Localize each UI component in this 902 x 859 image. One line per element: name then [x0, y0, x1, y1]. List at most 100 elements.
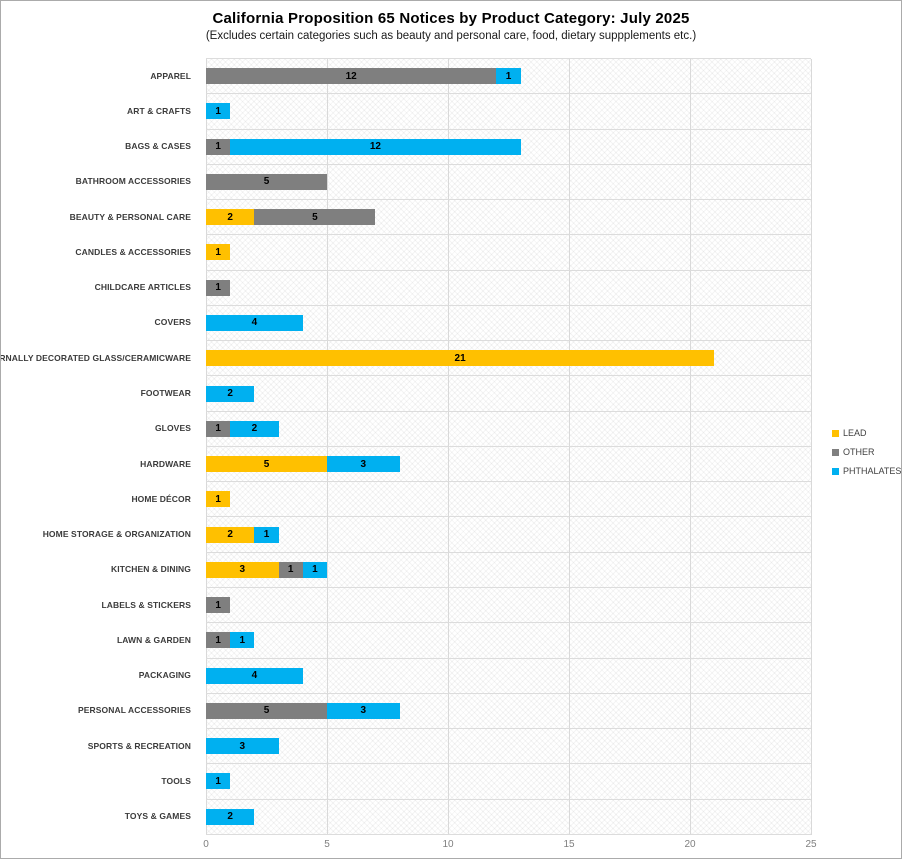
gridline-x-20 — [689, 59, 691, 835]
legend-item-phthalates: PHTHALATES — [832, 466, 901, 476]
bar-segment-other: 5 — [206, 173, 327, 190]
category-axis: APPAREL ART & CRAFTS BAGS & CASES BATHROOM … — [1, 58, 199, 834]
category-label: KITCHEN & DINING — [111, 564, 191, 575]
bar-segment-other: 12 — [206, 68, 497, 85]
legend: LEAD OTHER PHTHALATES — [832, 428, 901, 476]
category-label: CANDLES & ACCESSORIES — [75, 246, 191, 257]
category-label: BATHROOM ACCESSORIES — [75, 176, 191, 187]
chart-row: 1 12 — [206, 130, 811, 165]
category-label: LABELS & STICKERS — [101, 599, 191, 610]
bar-segment-phthalates: 4 — [206, 667, 303, 684]
bar-segment-lead: 2 — [206, 209, 255, 226]
stacked-bar: 1 — [206, 597, 811, 614]
bar-segment-lead: 21 — [206, 350, 715, 367]
gridline-x-0 — [205, 59, 207, 835]
chart-subtitle: (Excludes certain categories such as bea… — [205, 30, 697, 42]
x-tick-label: 0 — [203, 839, 209, 850]
chart-title: California Proposition 65 Notices by Pro… — [212, 10, 690, 27]
gridline-x-5 — [326, 59, 328, 835]
x-tick-label: 20 — [684, 839, 696, 850]
bar-segment-phthalates: 12 — [230, 138, 521, 155]
bar-segment-lead: 3 — [206, 561, 279, 578]
stacked-bar: 1 — [206, 773, 811, 790]
bar-segment-lead: 1 — [206, 244, 231, 261]
legend-swatch-icon — [832, 467, 839, 475]
stacked-bar: 2 — [206, 385, 811, 402]
legend-item-other: OTHER — [832, 447, 901, 457]
category-label: GLOVES — [154, 423, 191, 434]
bar-segment-phthalates: 1 — [496, 68, 521, 85]
plot-area: 12 1 1 1 12 5 2 5 1 1 4 21 2 1 2 5 3 1 2 1 3 1 1 1 1 1 4 5 3 3 1 2 — [205, 58, 812, 835]
x-tick-label: 15 — [563, 839, 575, 850]
chart-row: 3 — [206, 729, 811, 765]
category-label: HOME STORAGE & ORGANIZATION — [42, 529, 191, 540]
category-label: CHILDCARE ARTICLES — [94, 282, 191, 293]
stacked-bar: 1 — [206, 279, 811, 296]
stacked-bar: 4 — [206, 314, 811, 331]
x-tick-label: 5 — [324, 839, 330, 850]
bar-segment-phthalates: 1 — [206, 773, 231, 790]
gridline-x-25 — [810, 59, 812, 835]
category-label: PACKAGING — [138, 670, 191, 681]
bar-segment-phthalates: 2 — [206, 808, 255, 825]
category-label: SPORTS & RECREATION — [87, 740, 191, 751]
category-label: APPAREL — [150, 70, 191, 81]
legend-item-lead: LEAD — [832, 428, 901, 438]
chart-row: 1 — [206, 588, 811, 624]
bar-segment-other: 1 — [206, 597, 231, 614]
bar-segment-phthalates: 1 — [230, 632, 255, 649]
legend-label: PHTHALATES — [843, 466, 902, 476]
stacked-bar: 1 — [206, 103, 811, 120]
category-label: BAGS & CASES — [125, 141, 191, 152]
bar-segment-other: 1 — [206, 632, 231, 649]
stacked-bar: 3 — [206, 738, 811, 755]
category-label: TOOLS — [161, 775, 191, 786]
stacked-bar: 12 1 — [206, 68, 811, 85]
x-tick-label: 10 — [442, 839, 454, 850]
bar-segment-lead: 1 — [206, 491, 231, 508]
chart-row: 4 — [206, 306, 811, 342]
stacked-bar: 2 — [206, 808, 811, 825]
bar-rows: 12 1 1 1 12 5 2 5 1 1 4 21 2 1 2 5 3 1 2 1 3 1 1 1 1 1 4 5 3 3 1 2 — [206, 59, 811, 835]
category-label: LAWN & GARDEN — [116, 634, 191, 645]
bar-segment-phthalates: 4 — [206, 314, 303, 331]
category-label: PERSONAL ACCESSORIES — [78, 705, 191, 716]
stacked-bar: 1 — [206, 491, 811, 508]
category-label: BEAUTY & PERSONAL CARE — [69, 211, 191, 222]
bar-segment-lead: 5 — [206, 456, 327, 473]
chart-row: 21 — [206, 341, 811, 377]
category-label: ART & CRAFTS — [127, 105, 191, 116]
bar-segment-other: 1 — [206, 138, 231, 155]
gridline-x-10 — [447, 59, 449, 835]
chart-row: 1 — [206, 235, 811, 271]
legend-swatch-icon — [832, 448, 839, 456]
stacked-bar: 21 — [206, 350, 811, 367]
bar-segment-other: 1 — [206, 420, 231, 437]
bar-segment-phthalates: 1 — [206, 103, 231, 120]
gridline-x-15 — [568, 59, 570, 835]
category-label: EXTERNALLY DECORATED GLASS/CERAMICWARE — [1, 352, 191, 363]
legend-swatch-icon — [832, 429, 839, 437]
bar-segment-phthalates: 1 — [254, 526, 279, 543]
category-label: HOME DÉCOR — [131, 493, 191, 504]
bar-segment-phthalates: 3 — [327, 702, 400, 719]
category-label: TOYS & GAMES — [124, 811, 191, 822]
x-axis: 0 5 10 15 20 25 — [203, 839, 816, 853]
legend-label: LEAD — [843, 428, 867, 438]
bar-segment-other: 1 — [206, 279, 231, 296]
chart-row: 12 1 — [206, 59, 811, 95]
bar-segment-phthalates: 2 — [206, 385, 255, 402]
category-label: COVERS — [154, 317, 191, 328]
